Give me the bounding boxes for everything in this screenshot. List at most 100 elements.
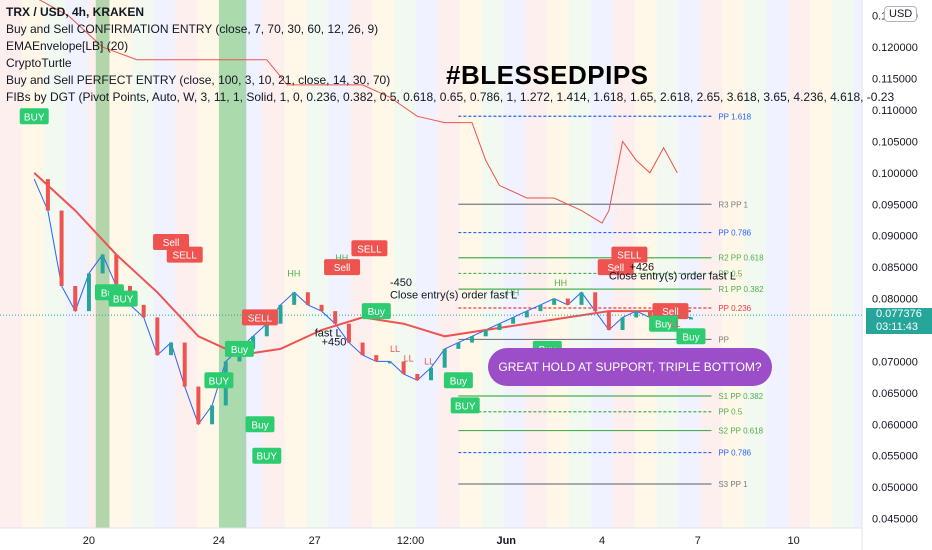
signal-label: SELL: [248, 313, 273, 324]
annotation-text: Close entry(s) order fast L: [390, 290, 517, 302]
signal-sell: Sell: [324, 259, 361, 276]
signal-buy: Buy: [443, 372, 473, 389]
annotation-text: HH: [506, 287, 519, 297]
session-band: [65, 0, 88, 528]
candle: [387, 361, 392, 364]
candle: [511, 317, 516, 324]
x-tick-label: 20: [83, 535, 95, 547]
signal-box: [252, 447, 282, 464]
signal-buy: BUY: [108, 290, 138, 307]
y-tick-label: 0.055000: [872, 451, 918, 463]
currency-badge[interactable]: USD: [884, 6, 918, 22]
pivot-label: PP 0.786: [718, 449, 751, 458]
y-tick-label: 0.100000: [872, 168, 918, 180]
signal-label: Buy: [368, 307, 385, 318]
session-band: [43, 0, 66, 528]
signal-box: [241, 309, 278, 326]
signal-label: Buy: [231, 345, 248, 356]
signal-sell: SELL: [241, 309, 278, 326]
session-band: [394, 0, 416, 528]
y-tick-label: 0.085000: [872, 262, 918, 274]
annotation-text: LL: [390, 344, 400, 354]
signal-label: SELL: [172, 251, 197, 262]
candle: [305, 292, 310, 305]
session-band: [21, 0, 44, 528]
y-tick-label: 0.110000: [872, 105, 917, 117]
candle: [565, 298, 570, 305]
x-tick-label: 12:00: [397, 535, 425, 547]
legend-indicator: Buy and Sell CONFIRMATION ENTRY (close, …: [6, 22, 379, 36]
series-line-crypto_turtle_upper: [38, 0, 678, 224]
legend-indicator: CryptoTurtle: [6, 56, 72, 70]
session-band: [415, 0, 438, 528]
annotation-text: -450: [390, 277, 412, 289]
signal-label: Buy: [655, 320, 672, 331]
pivot-label: R2 PP 0.618: [718, 254, 764, 263]
session-band: [744, 0, 767, 528]
candle: [456, 342, 461, 349]
candle: [470, 336, 475, 343]
annotation-text: HH: [554, 278, 567, 288]
signal-box: [19, 108, 49, 125]
session-band: [131, 0, 154, 528]
signal-box: [351, 240, 388, 257]
pivot-label: PP 0.5: [718, 269, 742, 278]
session-band: [766, 0, 789, 528]
candle: [182, 342, 187, 387]
candle: [483, 330, 488, 337]
annotation-text: +426: [629, 261, 654, 273]
candle: [497, 323, 502, 330]
candle: [114, 254, 119, 286]
candle: [579, 292, 584, 305]
candle: [210, 405, 215, 425]
pivot-label: PP 0.5: [718, 408, 742, 417]
signal-label: BUY: [24, 112, 45, 123]
annotation-text: LL: [670, 319, 680, 329]
y-tick-label: 0.115000: [872, 74, 917, 86]
hashtag-title: #BLESSEDPIPS: [446, 60, 649, 90]
session-band: [109, 0, 132, 528]
signal-label: Sell: [163, 238, 180, 249]
signal-box: [245, 416, 275, 433]
y-axis-panel: [862, 0, 932, 550]
chart-legend: TRX / USD, 4h, KRAKEN Buy and Sell CONFI…: [6, 4, 894, 106]
session-band: [0, 0, 22, 528]
pivot-label: PP 1.618: [718, 112, 751, 121]
signal-sell: Sell: [652, 303, 689, 320]
session-band: [810, 0, 832, 528]
signal-buy: Buy: [361, 303, 391, 320]
candle: [442, 348, 447, 368]
candle: [593, 292, 598, 312]
signal-label: Buy: [450, 376, 467, 387]
signal-box: [108, 290, 138, 307]
pivot-label: PP: [718, 335, 729, 344]
signal-box: [153, 234, 190, 250]
signal-label: SELL: [357, 244, 382, 255]
annotation-text: +450: [322, 337, 347, 349]
signal-box: [166, 246, 203, 263]
candle: [538, 304, 543, 312]
pivot-label: S1 PP 0.382: [718, 392, 763, 401]
signal-sell: SELL: [611, 246, 648, 263]
signal-box: [597, 259, 634, 276]
signal-box: [611, 246, 648, 263]
signal-buy: Buy: [224, 340, 254, 357]
candle: [688, 317, 693, 320]
annotation-text: HH: [287, 269, 300, 279]
y-tick-label: 0.120000: [872, 42, 918, 54]
session-band: [262, 0, 285, 528]
y-tick-label: 0.095000: [872, 199, 918, 211]
signal-box: [443, 372, 473, 389]
candle: [647, 311, 652, 318]
signal-sell: SELL: [351, 240, 388, 257]
session-band: [788, 0, 811, 528]
candle: [141, 304, 146, 318]
session-band: [306, 0, 329, 528]
pivot-label: PP 0.236: [718, 304, 751, 313]
signal-label: Buy: [251, 420, 268, 431]
signal-label: BUY: [455, 401, 476, 412]
annotation-text: fast L: [315, 327, 342, 339]
y-tick-label: 0.045000: [872, 514, 918, 526]
signal-band: [218, 0, 247, 528]
